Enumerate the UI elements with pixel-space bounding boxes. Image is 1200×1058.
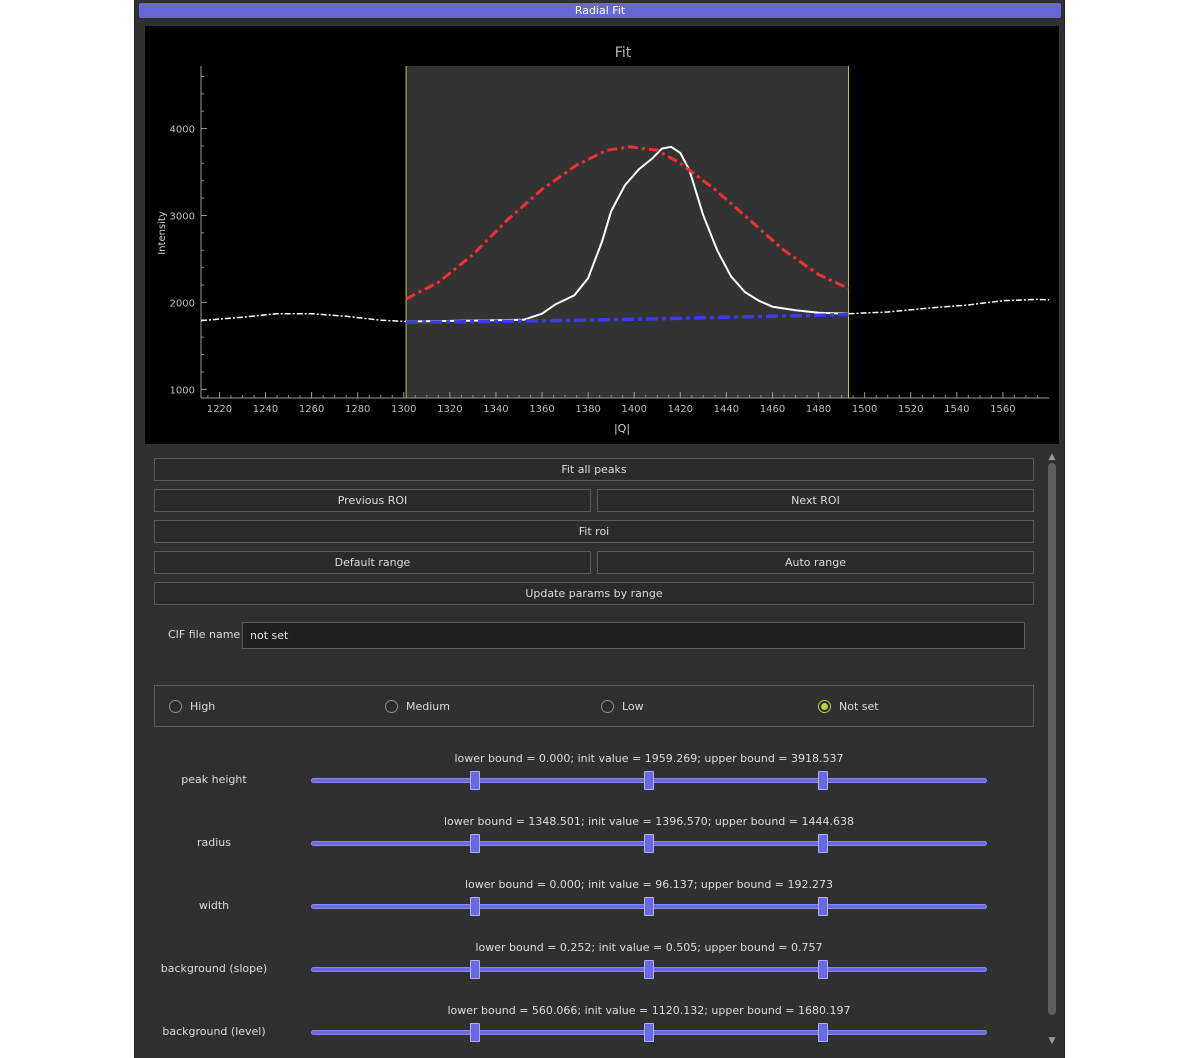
param-name: peak height	[181, 773, 247, 786]
x-tick-label: 1460	[760, 404, 785, 415]
init-value-handle[interactable]	[644, 1023, 654, 1042]
radio-not-set-label: Not set	[839, 700, 879, 713]
radio-medium-label: Medium	[406, 700, 450, 713]
param-row: width lower bound = 0.000; init value = 9…	[135, 878, 1035, 928]
x-tick-label: 1300	[391, 404, 416, 415]
radio-high-indicator[interactable]	[169, 700, 182, 713]
x-tick-label: 1500	[852, 404, 877, 415]
fit-roi-button[interactable]: Fit roi	[154, 520, 1034, 543]
param-name: background (slope)	[160, 962, 268, 975]
update-params-button[interactable]: Update params by range	[154, 582, 1034, 605]
default-range-button[interactable]: Default range	[154, 551, 591, 574]
lower-bound-handle[interactable]	[470, 1023, 481, 1042]
radio-high-label: High	[190, 700, 216, 713]
quality-radio-group: High Medium Low Not set	[154, 685, 1034, 727]
param-name: width	[198, 899, 230, 912]
radio-medium-indicator[interactable]	[385, 700, 398, 713]
lower-bound-handle[interactable]	[470, 897, 481, 916]
fit-all-peaks-button[interactable]: Fit all peaks	[154, 458, 1034, 481]
x-tick-label: 1400	[621, 404, 646, 415]
x-tick-label: 1360	[529, 404, 554, 415]
param-bounds-label: lower bound = 0.000; init value = 1959.2…	[454, 752, 844, 765]
x-tick-label: 1480	[806, 404, 831, 415]
scrollbar[interactable]: ▲ ▼	[1046, 452, 1058, 1048]
previous-roi-button[interactable]: Previous ROI	[154, 489, 591, 512]
param-bounds-label: lower bound = 0.252; init value = 0.505;…	[475, 941, 823, 954]
auto-range-button[interactable]: Auto range	[597, 551, 1034, 574]
x-tick-label: 1340	[483, 404, 508, 415]
x-tick-label: 1380	[575, 404, 600, 415]
y-axis-label: Intensity	[157, 211, 168, 255]
upper-bound-handle[interactable]	[817, 834, 828, 853]
series-line-red-dashed	[405, 145, 850, 301]
upper-bound-handle[interactable]	[817, 771, 828, 790]
roi-region	[406, 66, 849, 398]
fit-plot[interactable]: 1220 1240 1260 1280 1300 1320 1340 1360 1380 1400…	[145, 26, 1059, 444]
chart-title: Fit	[615, 45, 632, 61]
fit-chart[interactable]: 1220 1240 1260 1280 1300 1320 1340 1360 1380 1400…	[145, 26, 1059, 444]
x-tick-label: 1520	[898, 404, 923, 415]
radial-fit-window: Radial Fit 1220 1240 1260 1280 1300 1320 1340 1…	[134, 0, 1065, 1058]
scroll-down-arrow-icon[interactable]: ▼	[1048, 1036, 1056, 1046]
param-bounds-label: lower bound = 560.066; init value = 1120…	[447, 1004, 851, 1017]
window-title: Radial Fit	[139, 3, 1061, 18]
init-value-handle[interactable]	[644, 897, 654, 916]
init-value-handle[interactable]	[644, 960, 654, 979]
radio-low-indicator[interactable]	[601, 700, 614, 713]
scroll-handle[interactable]	[1048, 463, 1056, 1015]
y-tick-label: 3000	[170, 211, 195, 222]
param-row: peak height lower bound = 0.000; init val…	[135, 752, 1035, 802]
series-line-white-dashed	[200, 298, 1050, 323]
upper-bound-handle[interactable]	[817, 960, 828, 979]
param-row: background (slope) lower bound = 0.252; i…	[135, 941, 1035, 991]
x-tick-label: 1320	[437, 404, 462, 415]
cif-file-input[interactable]: not set	[242, 622, 1025, 649]
radio-low-label: Low	[622, 700, 644, 713]
lower-bound-handle[interactable]	[470, 834, 481, 853]
x-tick-label: 1440	[714, 404, 739, 415]
next-roi-button[interactable]: Next ROI	[597, 489, 1034, 512]
x-tick-label: 1260	[299, 404, 324, 415]
param-name: radius	[196, 836, 231, 849]
upper-bound-handle[interactable]	[817, 1023, 828, 1042]
series-line-blue-dashed	[406, 312, 849, 325]
x-axis-label: |Q|	[614, 422, 630, 435]
cif-file-label: CIF file name	[168, 628, 241, 641]
param-row: background (level) lower bound = 560.066;…	[135, 1004, 1035, 1054]
series-line-white-solid	[406, 145, 849, 323]
scroll-up-arrow-icon[interactable]: ▲	[1048, 452, 1056, 462]
y-tick-label: 4000	[170, 125, 195, 136]
radio-not-set-indicator[interactable]	[818, 700, 831, 713]
lower-bound-handle[interactable]	[470, 960, 481, 979]
init-value-handle[interactable]	[644, 834, 654, 853]
y-tick-label: 1000	[170, 385, 195, 396]
x-tick-label: 1240	[253, 404, 278, 415]
x-tick-label: 1280	[345, 404, 370, 415]
x-tick-label: 1220	[207, 404, 232, 415]
x-tick-label: 1540	[944, 404, 969, 415]
param-bounds-label: lower bound = 1348.501; init value = 139…	[443, 815, 854, 828]
param-row: radius lower bound = 1348.501; init value…	[135, 815, 1035, 865]
param-bounds-label: lower bound = 0.000; init value = 96.137…	[464, 878, 833, 891]
init-value-handle[interactable]	[644, 771, 654, 790]
param-name: background (level)	[162, 1025, 266, 1038]
x-tick-label: 1420	[668, 404, 693, 415]
y-tick-label: 2000	[170, 298, 195, 309]
x-tick-label: 1560	[990, 404, 1015, 415]
upper-bound-handle[interactable]	[817, 897, 828, 916]
lower-bound-handle[interactable]	[470, 771, 481, 790]
